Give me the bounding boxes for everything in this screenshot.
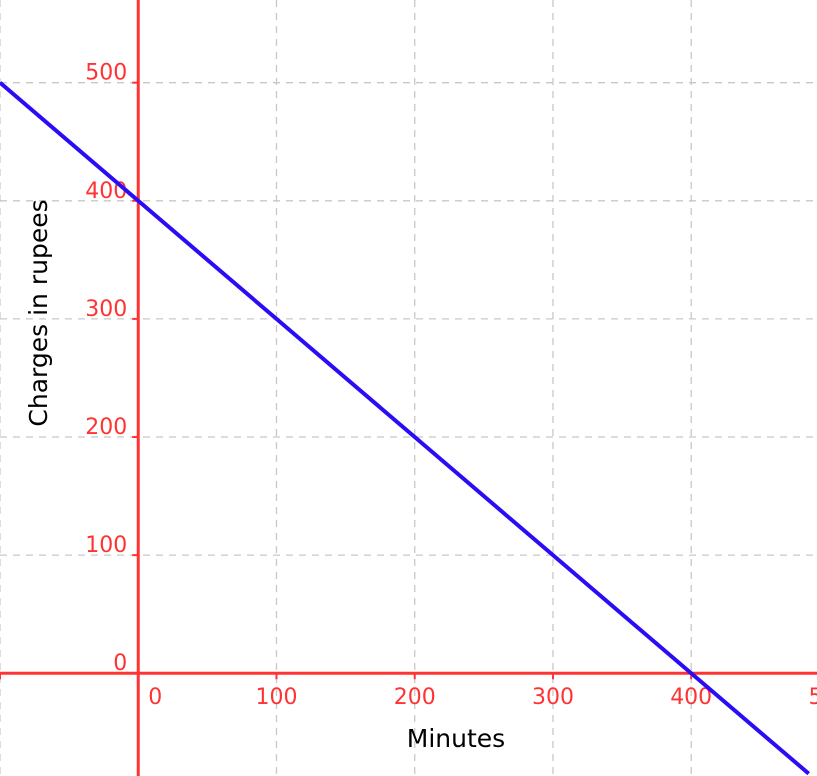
series (0, 81, 811, 776)
x-tick-label: 200 (394, 685, 436, 710)
y-tick-label: 500 (85, 61, 127, 86)
x-tick-label: 500 (808, 685, 817, 710)
y-tick-label: 100 (85, 533, 127, 558)
x-tick-label: 300 (532, 685, 574, 710)
x-tick-label: 400 (670, 685, 712, 710)
y-tick-label: 0 (113, 651, 127, 676)
x-axis-label: Minutes (407, 724, 505, 753)
series-line (0, 81, 811, 776)
y-tick-label: 300 (85, 297, 127, 322)
tick-labels: 0 100 200 300 400 500 0 100 200 300 400 500 (85, 61, 817, 711)
x-tick-label: 100 (255, 685, 297, 710)
x-tick-label: 0 (148, 685, 162, 710)
y-tick-label: 400 (85, 179, 127, 204)
y-tick-label: 200 (85, 415, 127, 440)
y-axis-label: Charges in rupees (24, 199, 53, 426)
